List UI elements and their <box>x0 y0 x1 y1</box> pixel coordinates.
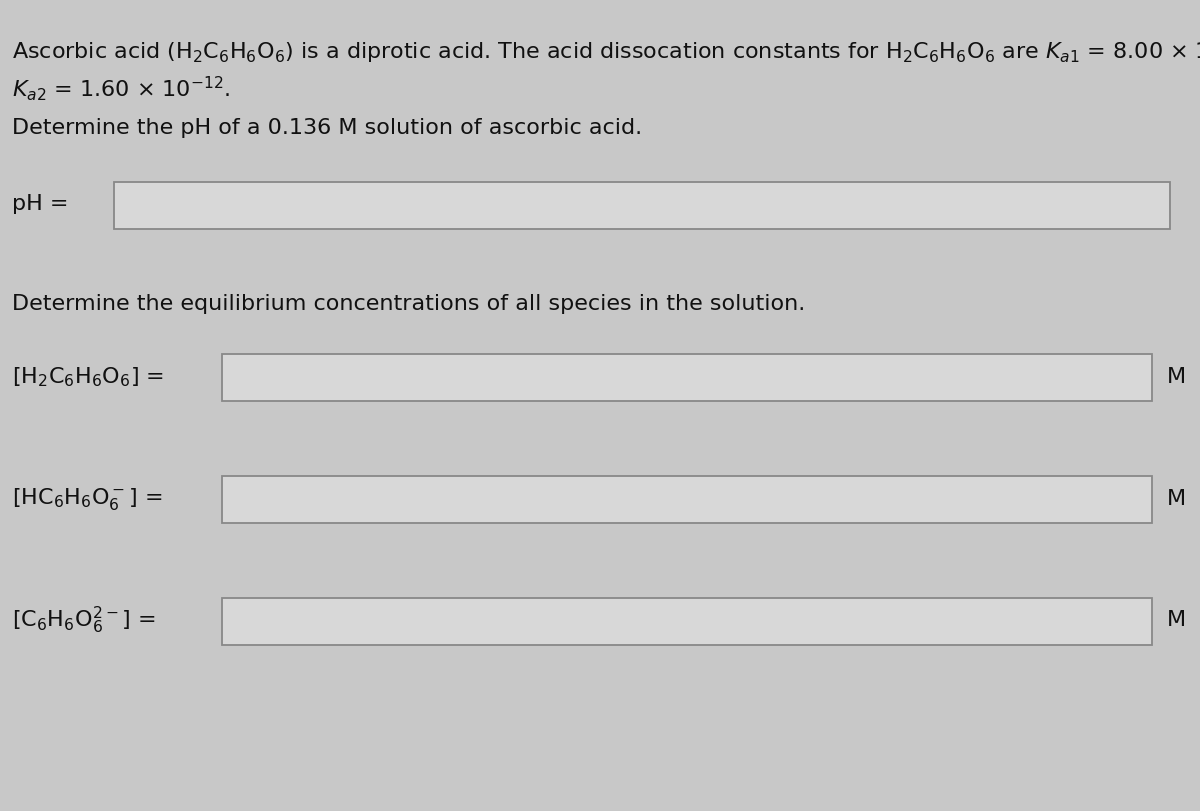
Text: Determine the equilibrium concentrations of all species in the solution.: Determine the equilibrium concentrations… <box>12 294 805 314</box>
FancyBboxPatch shape <box>222 598 1152 645</box>
Text: pH =: pH = <box>12 195 68 214</box>
Text: Ascorbic acid ($\mathregular{H_2C_6H_6O_6}$) is a diprotic acid. The acid dissoc: Ascorbic acid ($\mathregular{H_2C_6H_6O_… <box>12 36 1200 66</box>
FancyBboxPatch shape <box>114 182 1170 229</box>
Text: $K_{a2}$ = 1.60 × 10$^{-12}$.: $K_{a2}$ = 1.60 × 10$^{-12}$. <box>12 75 230 104</box>
Text: M: M <box>1166 489 1186 508</box>
Text: M: M <box>1166 611 1186 630</box>
Text: $[\mathregular{C_6H_6O_6^{2-}}]$ =: $[\mathregular{C_6H_6O_6^{2-}}]$ = <box>12 605 156 636</box>
Text: $[\mathregular{H_2C_6H_6O_6}]$ =: $[\mathregular{H_2C_6H_6O_6}]$ = <box>12 365 164 389</box>
Text: $[\mathregular{HC_6H_6O_6^-}]$ =: $[\mathregular{HC_6H_6O_6^-}]$ = <box>12 486 162 512</box>
Text: M: M <box>1166 367 1186 387</box>
Text: Determine the pH of a 0.136 M solution of ascorbic acid.: Determine the pH of a 0.136 M solution o… <box>12 118 642 138</box>
FancyBboxPatch shape <box>222 476 1152 523</box>
FancyBboxPatch shape <box>222 354 1152 401</box>
